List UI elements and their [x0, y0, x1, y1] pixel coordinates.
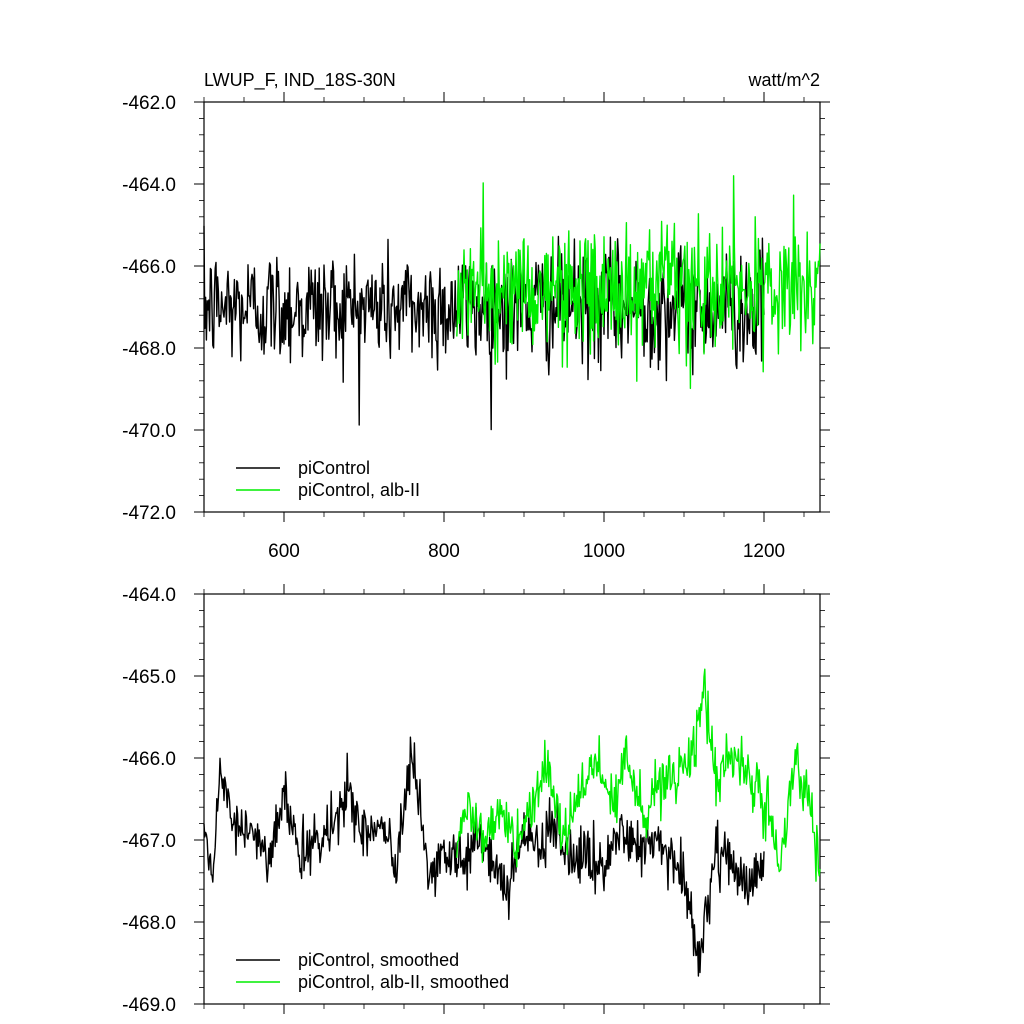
- y-tick-label: -467.0: [122, 831, 176, 852]
- top-chart-panel: LWUP_F, IND_18S-30N watt/m^2 -462.0 -464.…: [122, 70, 830, 562]
- bottom-chart-panel: -464.0 -465.0 -466.0 -467.0 -468.0 -469.0 piC…: [122, 584, 830, 1016]
- axis-ticks: -464.0 -465.0 -466.0 -467.0 -468.0 -469.0: [122, 584, 830, 1016]
- x-tick-label: 800: [428, 541, 460, 562]
- y-tick-label: -464.0: [122, 175, 176, 196]
- axis-ticks: -462.0 -464.0 -466.0 -468.0 -470.0 -472.0 600 8…: [122, 92, 830, 562]
- y-tick-label: -470.0: [122, 421, 176, 442]
- x-tick-label: 1000: [583, 541, 625, 562]
- y-tick-label: -464.0: [122, 585, 176, 606]
- y-tick-label: -462.0: [122, 93, 176, 114]
- units-label: watt/m^2: [748, 70, 820, 90]
- legend-label: piControl: [298, 458, 370, 478]
- y-tick-label: -466.0: [122, 749, 176, 770]
- series-line-picontrol: [203, 736, 765, 977]
- legend-label: piControl, smoothed: [298, 950, 459, 970]
- x-tick-label: 600: [268, 541, 300, 562]
- y-tick-label: -469.0: [122, 995, 176, 1016]
- series-lines: [203, 668, 821, 977]
- series-line-picontrol-alb-ii: [456, 175, 821, 390]
- y-tick-label: -472.0: [122, 503, 176, 524]
- plot-frame: [203, 593, 821, 1005]
- y-tick-label: -468.0: [122, 913, 176, 934]
- legend-label: piControl, alb-II, smoothed: [298, 972, 509, 992]
- y-tick-label: -468.0: [122, 339, 176, 360]
- series-line-picontrol-alb-ii: [456, 668, 821, 882]
- x-tick-label: 1200: [743, 541, 785, 562]
- legend-label: piControl, alb-II: [298, 480, 420, 500]
- series-lines: [203, 175, 821, 431]
- y-tick-label: -465.0: [122, 667, 176, 688]
- y-tick-label: -466.0: [122, 257, 176, 278]
- chart-title: LWUP_F, IND_18S-30N: [204, 70, 396, 91]
